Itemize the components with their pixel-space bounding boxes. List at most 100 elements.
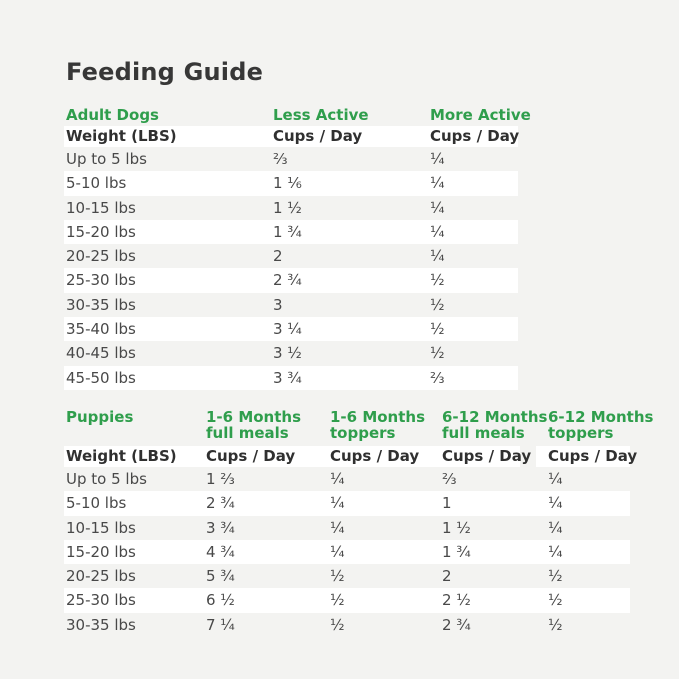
col-header-line1: 1-6 Months: [206, 408, 302, 426]
weight-value: 5-10 lbs: [66, 494, 127, 513]
table-row: 5-10 lbs 1 ⅙ ¼: [64, 171, 518, 196]
less-active-value: 3 ½: [273, 344, 302, 363]
1-6-full-meals-value: 2 ¾: [206, 494, 235, 513]
6-12-toppers-value: ¼: [548, 470, 563, 488]
1-6-toppers-value: ¼: [330, 542, 345, 561]
6-12-toppers-value: ½: [548, 615, 563, 634]
weight-value: 5-10 lbs: [66, 174, 127, 193]
6-12-toppers-value: ¼: [548, 518, 563, 537]
less-active-value: 1 ⅙: [273, 174, 302, 193]
6-12-toppers-value: ½: [548, 591, 563, 610]
6-12-full-meals-value: ⅔: [442, 470, 457, 488]
more-active-value: ¼: [430, 222, 445, 241]
less-active-value: 3 ¼: [273, 320, 302, 339]
weight-value: 25-30 lbs: [66, 271, 136, 290]
1-6-toppers-value: ¼: [330, 470, 345, 488]
table-row: 10-15 lbs 1 ½ ¼: [64, 196, 518, 220]
weight-value: 35-40 lbs: [66, 320, 136, 339]
weight-column-header: Weight (LBS): [66, 447, 177, 465]
col-header-line2: toppers: [548, 424, 614, 442]
puppies-section-label: Puppies: [66, 408, 134, 426]
6-12-full-meals-value: 1 ½: [442, 518, 471, 537]
more-active-column-label: More Active: [430, 106, 531, 124]
more-active-value: ¼: [430, 150, 445, 168]
1-6-toppers-value: ¼: [330, 518, 345, 537]
col-header-line2: full meals: [442, 424, 525, 442]
6-12-toppers-value: ¼: [548, 494, 563, 513]
adult-table-header-row: Weight (LBS) Cups / Day Cups / Day: [64, 126, 520, 147]
1-6-full-meals-value: 7 ¼: [206, 615, 235, 634]
col-header-line1: 6-12 Months: [548, 408, 654, 426]
col-header-line1: 6-12 Months: [442, 408, 548, 426]
cups-per-day-header: Cups / Day: [273, 127, 363, 145]
col-header-line1: 1-6 Months: [330, 408, 426, 426]
less-active-value: 3 ¾: [273, 368, 302, 387]
more-active-value: ½: [430, 320, 445, 339]
page-title: Feeding Guide: [66, 58, 264, 86]
more-active-value: ¼: [430, 198, 445, 217]
less-active-value: 1 ½: [273, 198, 302, 217]
col-header-1-6-months-toppers: 1-6 Months toppers: [330, 409, 425, 441]
col-header-line2: full meals: [206, 424, 289, 442]
weight-value: 15-20 lbs: [66, 542, 136, 561]
cups-per-day-header: Cups / Day: [548, 447, 638, 465]
table-row: 30-35 lbs 7 ¼ ½ 2 ¾ ½: [64, 613, 630, 637]
1-6-toppers-value: ½: [330, 591, 345, 610]
1-6-full-meals-value: 3 ¾: [206, 518, 235, 537]
table-row: 25-30 lbs 6 ½ ½ 2 ½ ½: [64, 588, 630, 613]
weight-value: Up to 5 lbs: [66, 470, 147, 488]
1-6-full-meals-value: 6 ½: [206, 591, 235, 610]
less-active-value: 2 ¾: [273, 271, 302, 290]
table-row: 45-50 lbs 3 ¾ ⅔: [64, 365, 518, 390]
weight-value: 30-35 lbs: [66, 615, 136, 634]
more-active-value: ½: [430, 344, 445, 363]
table-row: 10-15 lbs 3 ¾ ¼ 1 ½ ¼: [64, 516, 630, 540]
6-12-toppers-value: ¼: [548, 542, 563, 561]
less-active-value: 3: [273, 295, 283, 314]
more-active-value: ⅔: [430, 368, 445, 387]
puppies-table-header-row: Weight (LBS) Cups / Day Cups / Day Cups …: [64, 446, 637, 467]
table-row: 15-20 lbs 1 ¾ ¼: [64, 219, 518, 245]
weight-value: 15-20 lbs: [66, 222, 136, 241]
weight-value: 40-45 lbs: [66, 344, 136, 363]
6-12-full-meals-value: 2 ½: [442, 591, 471, 610]
col-header-6-12-months-toppers: 6-12 Months toppers: [548, 409, 653, 441]
more-active-value: ½: [430, 295, 445, 314]
less-active-value: 2: [273, 247, 283, 266]
table-row: 5-10 lbs 2 ¾ ¼ 1 ¼: [64, 491, 630, 516]
cups-per-day-header: Cups / Day: [442, 447, 532, 465]
1-6-toppers-value: ½: [330, 615, 345, 634]
col-header-line2: toppers: [330, 424, 396, 442]
cups-per-day-header: Cups / Day: [330, 447, 420, 465]
weight-value: 45-50 lbs: [66, 368, 136, 387]
1-6-full-meals-value: 4 ¾: [206, 542, 235, 561]
less-active-value: 1 ¾: [273, 222, 302, 241]
table-row: 20-25 lbs 5 ¾ ½ 2 ½: [64, 564, 630, 588]
1-6-full-meals-value: 1 ⅔: [206, 470, 235, 488]
table-row: 25-30 lbs 2 ¾ ½: [64, 268, 518, 293]
table-row: 15-20 lbs 4 ¾ ¼ 1 ¾ ¼: [64, 539, 630, 565]
col-header-1-6-months-full-meals: 1-6 Months full meals: [206, 409, 301, 441]
more-active-value: ½: [430, 271, 445, 290]
6-12-full-meals-value: 2 ¾: [442, 615, 471, 634]
weight-value: Up to 5 lbs: [66, 150, 147, 168]
weight-value: 30-35 lbs: [66, 295, 136, 314]
weight-value: 20-25 lbs: [66, 247, 136, 266]
weight-value: 20-25 lbs: [66, 567, 136, 586]
less-active-value: ⅔: [273, 150, 288, 168]
weight-column-header: Weight (LBS): [66, 127, 177, 145]
adult-dogs-table: Adult Dogs Less Active More Active Weigh…: [64, 104, 531, 390]
weight-value: 10-15 lbs: [66, 198, 136, 217]
table-row: 40-45 lbs 3 ½ ½: [64, 341, 518, 365]
cups-per-day-header: Cups / Day: [430, 127, 520, 145]
6-12-toppers-value: ½: [548, 567, 563, 586]
header-row-band: [536, 446, 630, 467]
1-6-full-meals-value: 5 ¾: [206, 567, 235, 586]
table-row: 20-25 lbs 2 ¼: [64, 244, 518, 268]
weight-value: 25-30 lbs: [66, 591, 136, 610]
less-active-column-label: Less Active: [273, 106, 369, 124]
adult-section-header-row: Adult Dogs Less Active More Active: [64, 104, 531, 126]
table-row: Up to 5 lbs 1 ⅔ ¼ ⅔ ¼: [64, 467, 630, 491]
6-12-full-meals-value: 1: [442, 494, 452, 513]
